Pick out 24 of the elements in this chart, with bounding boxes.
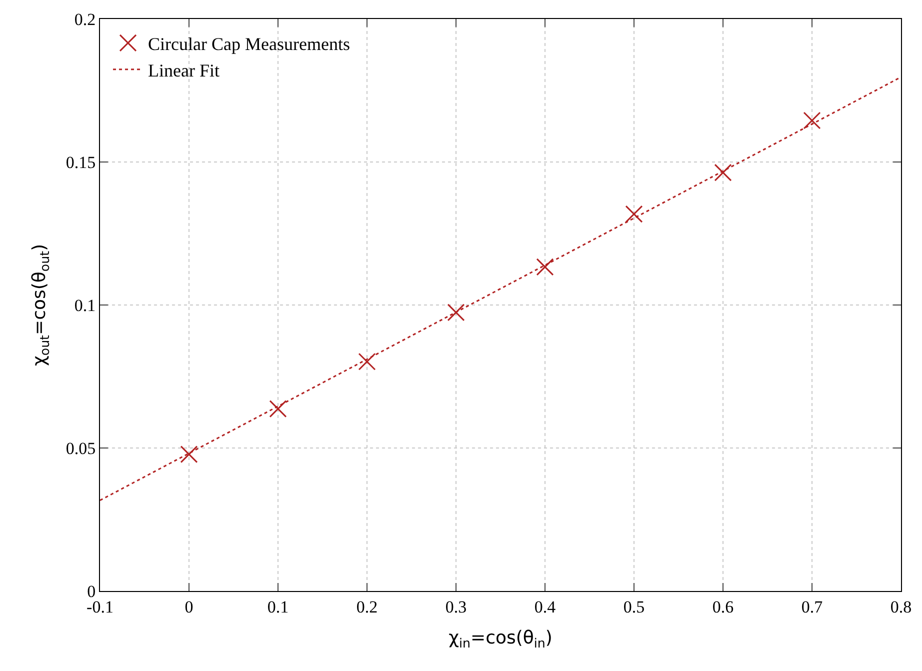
x-tick-label: 0.1	[267, 597, 289, 616]
y-tick-label: 0.05	[66, 438, 96, 458]
x-tick-label: 0.2	[356, 597, 378, 616]
legend-label: Linear Fit	[148, 60, 220, 80]
x-tick-label: 0.8	[890, 597, 912, 616]
point	[714, 164, 732, 182]
point	[625, 205, 643, 223]
point	[447, 304, 465, 322]
legend-label: Circular Cap Measurements	[148, 34, 350, 54]
point	[180, 446, 198, 464]
x-tick-label: 0.7	[801, 597, 824, 616]
point	[358, 352, 376, 370]
x-axis-title: χ$_{in}$=cos(θ$_{in}$)	[448, 628, 552, 650]
x-tick-label: 0	[184, 597, 194, 616]
y-tick-label: 0.15	[66, 152, 96, 172]
point	[803, 112, 821, 130]
point	[269, 400, 287, 418]
x-tick-label: 0.4	[534, 597, 556, 616]
x-tick-label: 0.6	[712, 597, 734, 616]
point	[536, 258, 554, 276]
x-tick-label: 0.3	[445, 597, 467, 616]
x-tick-label: 0.5	[623, 597, 645, 616]
y-tick-label: 0.2	[74, 10, 96, 29]
y-tick-label: 0.1	[74, 296, 96, 315]
